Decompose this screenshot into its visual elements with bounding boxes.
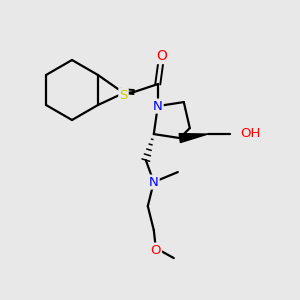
Text: O: O <box>151 244 161 256</box>
Text: O: O <box>156 49 167 63</box>
Text: OH: OH <box>240 127 260 140</box>
Text: S: S <box>119 89 128 102</box>
Polygon shape <box>179 134 208 142</box>
Text: N: N <box>153 100 163 112</box>
Text: N: N <box>149 176 159 189</box>
